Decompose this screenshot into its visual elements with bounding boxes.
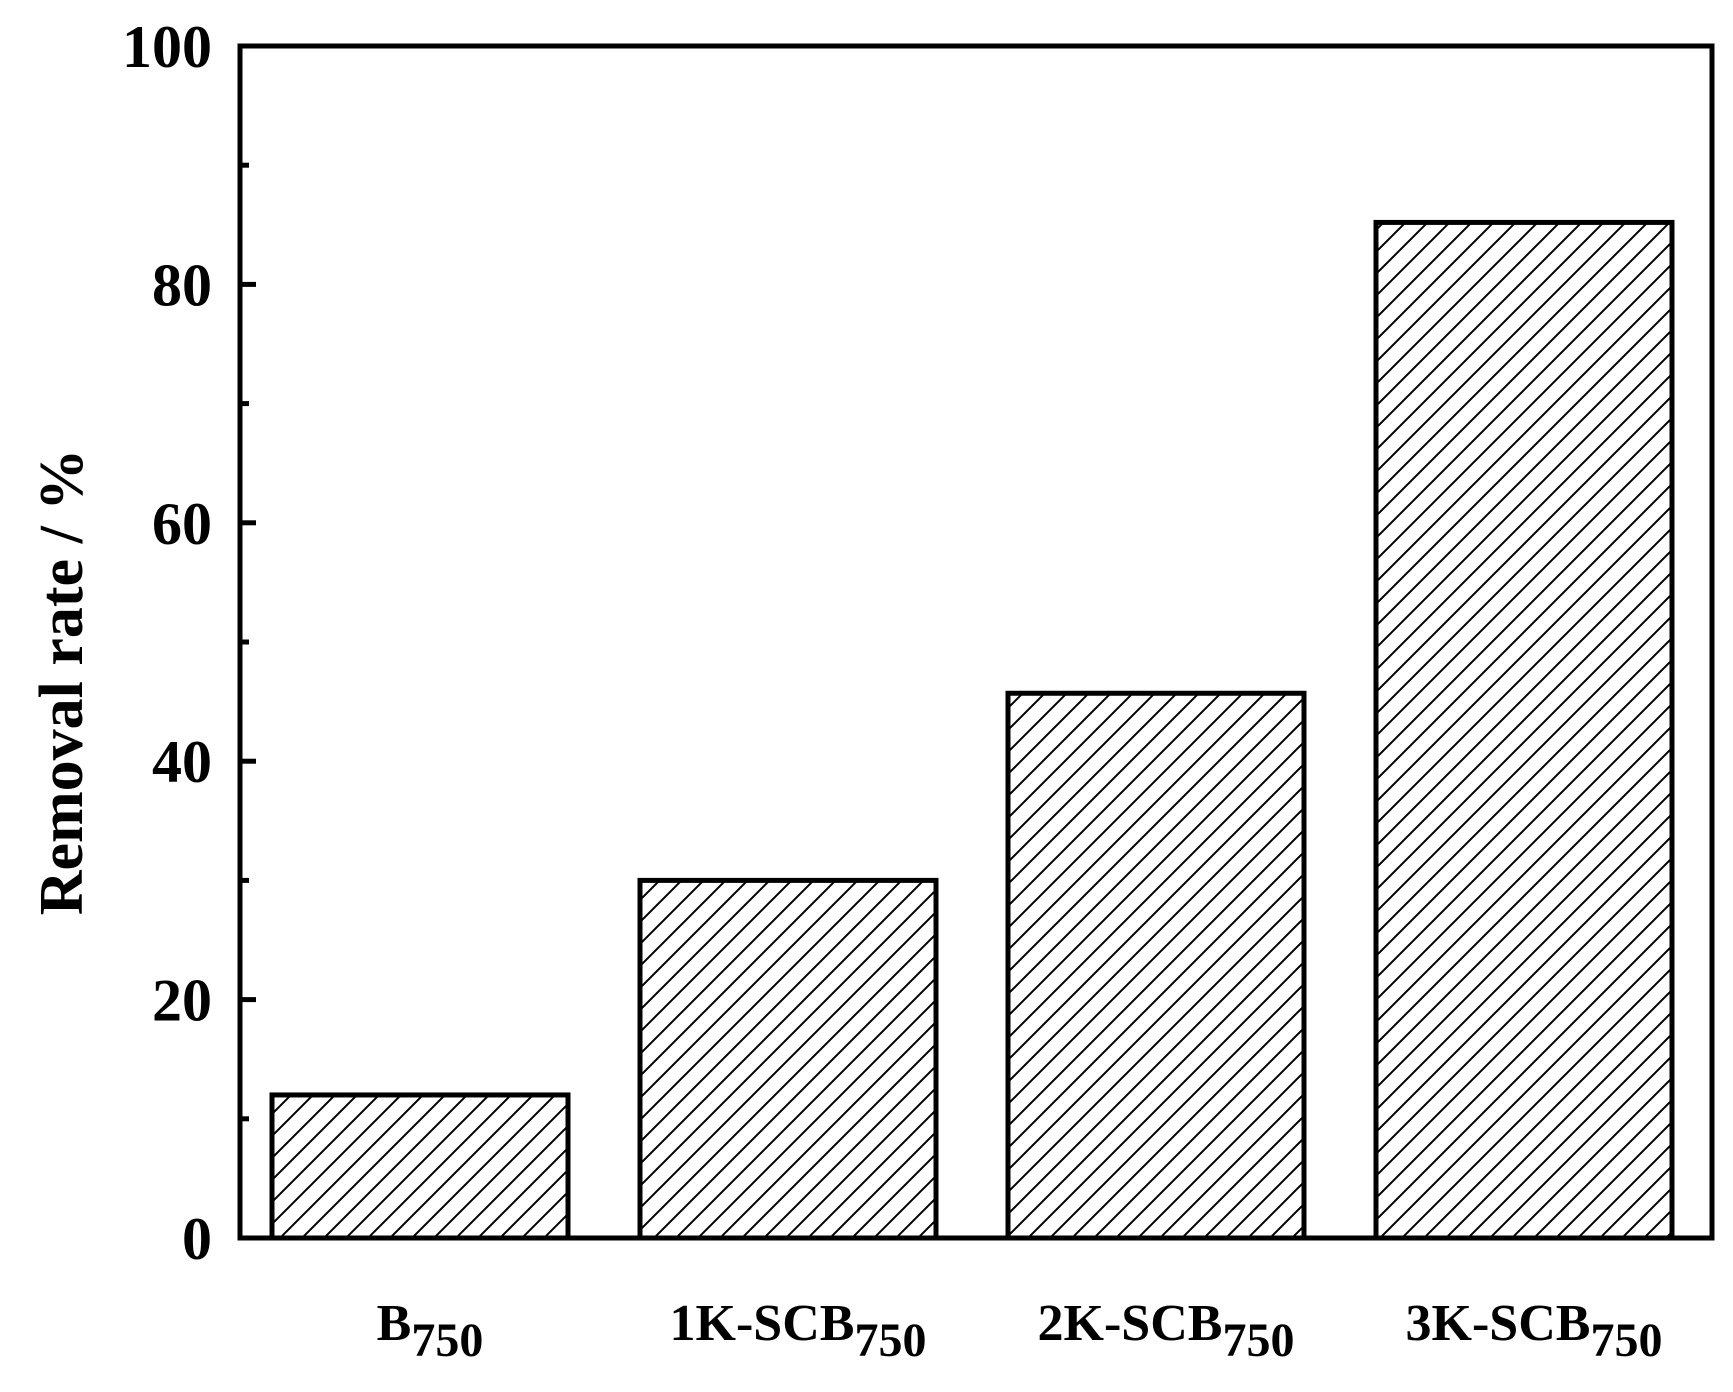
x-tick-label-base: B xyxy=(377,1295,412,1352)
y-axis-label: Removal rate / % xyxy=(28,449,96,916)
y-tick-label: 60 xyxy=(152,491,212,557)
x-tick-label: 3K-SCB750 xyxy=(1406,1295,1663,1367)
bar-3 xyxy=(1373,219,1675,1241)
bar-1 xyxy=(637,877,939,1241)
x-tick-label-base: 2K-SCB xyxy=(1038,1295,1223,1352)
y-tick-label: 20 xyxy=(152,968,212,1034)
y-axis: 0 20 40 60 80 100 xyxy=(122,14,256,1272)
x-tick-label-base: 1K-SCB xyxy=(670,1295,855,1352)
bars-layer xyxy=(269,219,1675,1241)
x-tick-label-subscript: 750 xyxy=(854,1314,926,1367)
y-tick-label: 0 xyxy=(182,1206,212,1272)
x-tick-label: 2K-SCB750 xyxy=(1038,1295,1295,1367)
x-tick-label-subscript: 750 xyxy=(411,1314,483,1367)
x-tick-label-subscript: 750 xyxy=(1222,1314,1294,1367)
x-tick-label-subscript: 750 xyxy=(1590,1314,1662,1367)
bar-0 xyxy=(269,1092,571,1241)
x-tick-label: B750 xyxy=(377,1295,484,1367)
x-tick-label-base: 3K-SCB xyxy=(1406,1295,1591,1352)
x-tick-label: 1K-SCB750 xyxy=(670,1295,927,1367)
y-tick-label: 80 xyxy=(152,252,212,318)
y-tick-label: 100 xyxy=(122,14,212,80)
bar-2 xyxy=(1005,690,1307,1241)
x-axis: B750 1K-SCB750 2K-SCB750 3K-SCB750 xyxy=(377,1295,1663,1367)
y-tick-label: 40 xyxy=(152,729,212,795)
